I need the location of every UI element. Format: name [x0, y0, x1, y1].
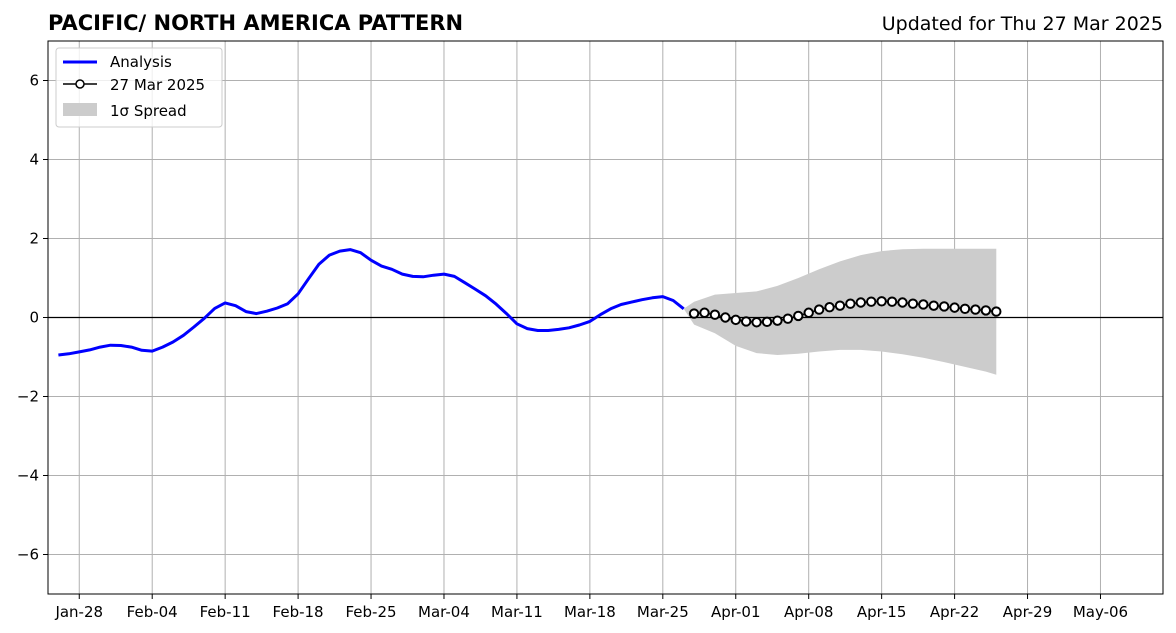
forecast-point [740, 316, 752, 327]
x-tick-label: Feb-11 [200, 603, 251, 621]
x-tick-label: Feb-25 [346, 603, 397, 621]
x-tick-label: Feb-18 [273, 603, 324, 621]
forecast-point [772, 315, 783, 326]
y-tick-label: 0 [29, 309, 39, 327]
forecast-point [688, 308, 700, 319]
forecast-point [980, 305, 992, 316]
forecast-point [876, 296, 887, 307]
forecast-point [824, 302, 835, 313]
forecast-point [886, 296, 898, 307]
x-axis-ticks: Jan-28 Feb-04 Feb-11 Feb-18 Feb-25 Mar-04 Mar-… [54, 594, 1128, 621]
y-tick-label: 6 [29, 72, 39, 90]
analysis-series [58, 248, 685, 357]
forecast-point [949, 302, 960, 313]
y-tick-label: 4 [29, 151, 39, 169]
spread-band [683, 248, 997, 375]
y-tick-label: −6 [17, 546, 39, 564]
forecast-point [959, 303, 971, 315]
chart-title: PACIFIC/ NORTH AMERICA PATTERN [48, 11, 463, 35]
x-tick-label: Apr-22 [930, 603, 980, 621]
forecast-point [813, 304, 825, 315]
x-tick-label: Feb-04 [127, 603, 178, 621]
legend-forecast-marker [75, 79, 85, 89]
forecast-point [803, 307, 814, 318]
forecast-point [720, 312, 731, 323]
x-tick-label: May-06 [1073, 603, 1128, 621]
legend-box [55, 47, 223, 128]
legend-analysis-label: Analysis [110, 53, 172, 71]
y-axis-ticks: 6 4 2 0 −2 −4 −6 [17, 72, 48, 564]
forecast-point [897, 297, 908, 308]
forecast-point [845, 298, 856, 309]
legend-forecast-label: 27 Mar 2025 [110, 76, 205, 94]
forecast-point [699, 307, 710, 318]
x-tick-label: Mar-25 [637, 603, 689, 621]
y-tick-label: −2 [17, 388, 39, 406]
forecast-point [918, 299, 929, 310]
spread-band-layer [683, 248, 997, 375]
forecast-point [970, 304, 981, 315]
x-tick-label: Mar-04 [418, 603, 470, 621]
x-tick-label: Jan-28 [54, 603, 103, 621]
forecast-point [928, 300, 939, 311]
x-tick-label: Apr-08 [784, 603, 834, 621]
forecast-point [938, 301, 950, 312]
forecast-point [991, 306, 1002, 317]
legend-spread-swatch [63, 103, 97, 116]
forecast-point [907, 298, 919, 309]
x-tick-label: Apr-01 [711, 603, 761, 621]
forecast-point [866, 296, 877, 307]
forecast-point [709, 309, 721, 320]
y-tick-label: 2 [29, 230, 39, 248]
forecast-series [688, 296, 1002, 328]
x-tick-label: Apr-15 [857, 603, 907, 621]
x-tick-label: Mar-18 [564, 603, 616, 621]
forecast-point [793, 310, 804, 322]
forecast-point [761, 316, 773, 328]
chart-subtitle: Updated for Thu 27 Mar 2025 [882, 13, 1163, 35]
x-tick-label: Mar-11 [491, 603, 543, 621]
analysis-line [58, 248, 685, 357]
forecast-point [855, 297, 867, 308]
forecast-point [834, 300, 846, 311]
forecast-point [730, 314, 741, 326]
legend: Analysis 27 Mar 2025 1σ Spread [55, 47, 223, 128]
forecast-point [782, 313, 794, 324]
legend-spread-label: 1σ Spread [110, 102, 187, 120]
plot-frame [47, 40, 1164, 595]
y-tick-label: −4 [17, 467, 39, 485]
forecast-point [751, 317, 762, 328]
x-tick-label: Apr-29 [1003, 603, 1053, 621]
